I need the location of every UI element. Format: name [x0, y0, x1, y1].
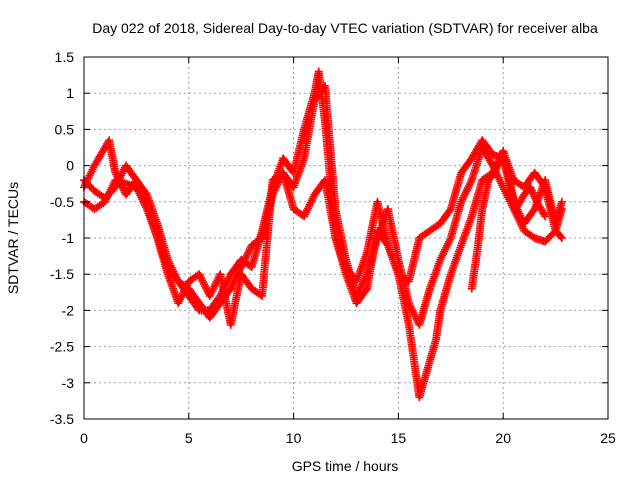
x-tick-label: 5 — [185, 430, 193, 446]
x-tick-label: 20 — [495, 430, 511, 446]
y-tick-label: 1 — [66, 85, 74, 101]
ticks: 0 5 10 15 20 25 1.5 1 0.5 0 -0.5 -1 -1.5 -2 -2.5 -3 -3.5 — [50, 49, 616, 446]
y-tick-label: -1 — [62, 230, 75, 246]
x-tick-label: 0 — [80, 430, 88, 446]
x-axis-label: GPS time / hours — [292, 458, 399, 474]
data-point — [557, 234, 566, 242]
y-tick-label: -0.5 — [50, 194, 74, 210]
chart-title: Day 022 of 2018, Sidereal Day-to-day VTE… — [92, 20, 598, 36]
y-tick-label: -3 — [62, 375, 75, 391]
data-point — [557, 205, 566, 214]
y-axis-label: SDTVAR / TECUs — [5, 182, 21, 294]
data-series — [80, 81, 566, 329]
data-point — [528, 232, 537, 241]
data-points — [80, 67, 566, 402]
data-series — [80, 67, 566, 315]
data-point — [557, 197, 566, 206]
y-tick-label: -2 — [62, 302, 75, 318]
y-tick-label: 0 — [66, 158, 74, 174]
y-tick-label: -1.5 — [50, 266, 74, 282]
data-series — [80, 147, 566, 402]
y-tick-label: 1.5 — [55, 49, 75, 65]
y-tick-label: -3.5 — [50, 411, 74, 427]
x-tick-label: 10 — [286, 430, 302, 446]
data-point — [540, 210, 549, 219]
data-point — [556, 232, 565, 241]
grid — [84, 57, 608, 419]
data-point — [539, 181, 548, 190]
data-point — [445, 206, 454, 215]
data-point — [361, 286, 370, 295]
x-tick-label: 15 — [391, 430, 407, 446]
y-tick-label: 0.5 — [55, 121, 75, 137]
data-series — [467, 147, 550, 293]
x-tick-label: 25 — [600, 430, 616, 446]
data-point — [541, 212, 550, 221]
y-tick-label: -2.5 — [50, 339, 74, 355]
